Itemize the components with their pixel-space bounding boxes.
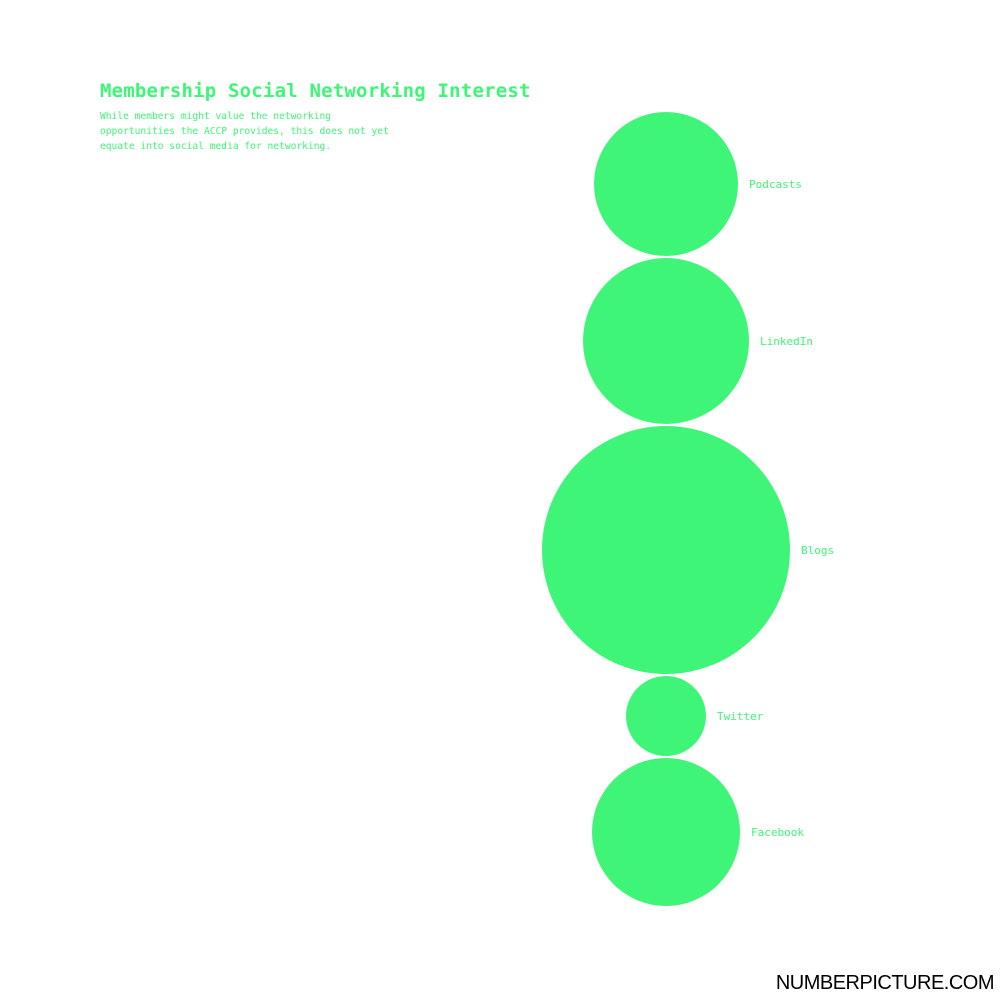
chart-subtitle: While members might value the networking… (100, 111, 389, 152)
bubble-blogs (542, 426, 790, 674)
bubble-label-linkedin: LinkedIn (760, 335, 813, 348)
bubble-twitter (626, 676, 706, 756)
chart-title: Membership Social Networking Interest (100, 80, 531, 102)
bubble-facebook (592, 758, 740, 906)
bubble-label-twitter: Twitter (717, 710, 764, 723)
bubble-label-podcasts: Podcasts (749, 178, 802, 191)
bubble-label-blogs: Blogs (801, 544, 834, 557)
bubble-label-facebook: Facebook (751, 826, 804, 839)
bubble-podcasts (594, 112, 738, 256)
bubble-linkedin (583, 258, 749, 424)
brand-footer: NUMBERPICTURE.COM (775, 972, 995, 994)
